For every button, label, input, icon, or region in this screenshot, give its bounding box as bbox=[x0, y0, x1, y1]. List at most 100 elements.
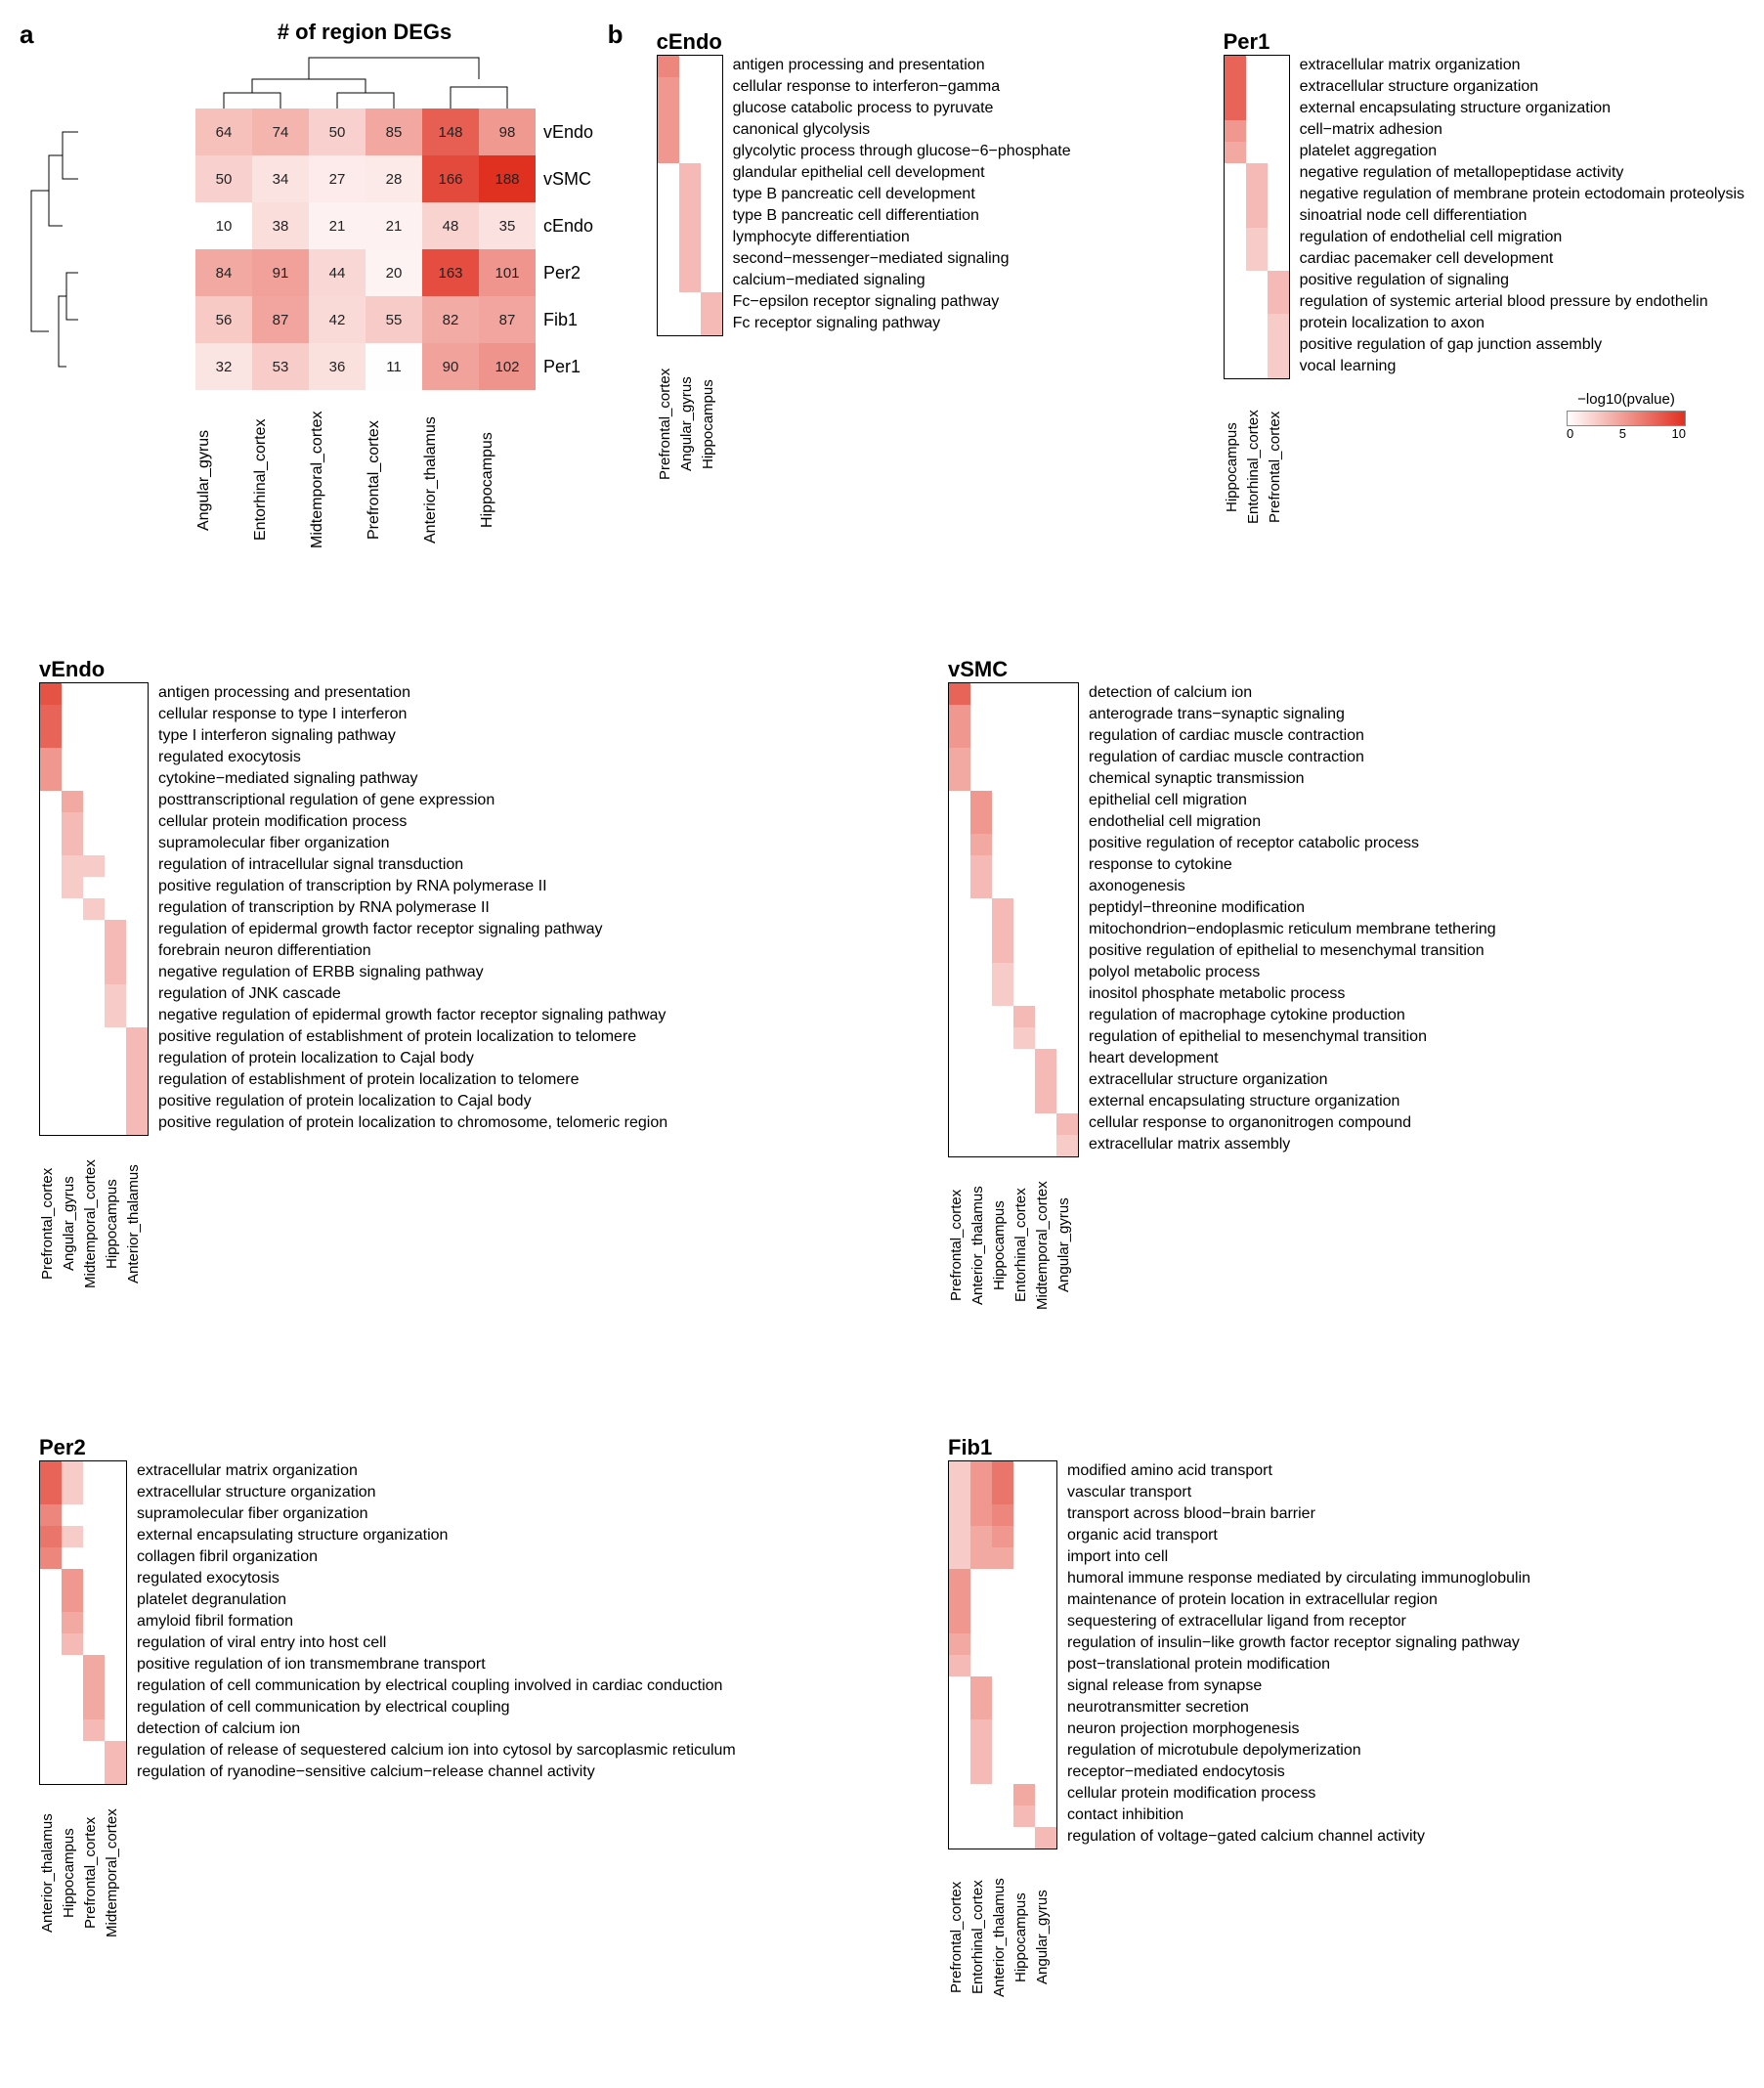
go-cell bbox=[40, 1092, 62, 1113]
go-cell bbox=[701, 56, 722, 77]
go-cell bbox=[970, 1784, 992, 1805]
go-cell bbox=[970, 1070, 992, 1092]
go-cell bbox=[62, 834, 83, 855]
go-cell bbox=[970, 963, 992, 984]
go-cell bbox=[970, 1547, 992, 1569]
go-cell bbox=[40, 1655, 62, 1676]
go-cell bbox=[679, 142, 701, 163]
go-cell bbox=[62, 683, 83, 705]
go-cell bbox=[970, 1719, 992, 1741]
deg-cell: 11 bbox=[366, 343, 422, 390]
go-cell bbox=[105, 1092, 126, 1113]
go-term-label: polyol metabolic process bbox=[1079, 962, 1496, 983]
go-cell bbox=[1035, 683, 1056, 705]
go-term-label: antigen processing and presentation bbox=[149, 682, 667, 704]
go-cell bbox=[949, 1633, 970, 1655]
go-cell bbox=[949, 898, 970, 920]
go-cell bbox=[970, 984, 992, 1006]
go-cell bbox=[62, 1092, 83, 1113]
go-cell bbox=[126, 941, 148, 963]
deg-cell: 74 bbox=[252, 109, 309, 155]
go-term-label: posttranscriptional regulation of gene e… bbox=[149, 790, 667, 811]
go-cell bbox=[62, 984, 83, 1006]
go-cell bbox=[1035, 984, 1056, 1006]
deg-cell: 44 bbox=[309, 249, 366, 296]
go-cell bbox=[992, 1784, 1013, 1805]
go-term-label: receptor−mediated endocytosis bbox=[1057, 1762, 1530, 1783]
go-cell bbox=[1056, 748, 1078, 769]
go-cell bbox=[701, 99, 722, 120]
go-cell bbox=[992, 941, 1013, 963]
go-cell bbox=[105, 898, 126, 920]
go-cell bbox=[970, 683, 992, 705]
deg-cell: 55 bbox=[366, 296, 422, 343]
go-term-label: vocal learning bbox=[1290, 356, 1744, 377]
go-cell bbox=[105, 941, 126, 963]
go-cell bbox=[83, 1113, 105, 1135]
go-term-label: cardiac pacemaker cell development bbox=[1290, 248, 1744, 270]
go-cell bbox=[83, 1547, 105, 1569]
go-cell bbox=[658, 56, 679, 77]
go-cell bbox=[1246, 292, 1268, 314]
go-cell bbox=[1225, 335, 1246, 357]
go-cell bbox=[970, 705, 992, 726]
go-term-label: glycolytic process through glucose−6−pho… bbox=[723, 141, 1071, 162]
go-term-label: regulation of transcription by RNA polym… bbox=[149, 897, 667, 919]
go-col-label: Entorhinal_cortex bbox=[969, 1849, 991, 2029]
go-cell bbox=[83, 898, 105, 920]
go-cell bbox=[1268, 335, 1289, 357]
go-heatmap bbox=[948, 1460, 1057, 1849]
go-cell bbox=[1268, 99, 1289, 120]
go-cell bbox=[105, 877, 126, 898]
go-cell bbox=[83, 1762, 105, 1784]
go-cell bbox=[83, 705, 105, 726]
go-term-label: signal release from synapse bbox=[1057, 1675, 1530, 1697]
go-cell bbox=[105, 1483, 126, 1504]
go-cell bbox=[40, 1633, 62, 1655]
go-cell bbox=[83, 1504, 105, 1526]
deg-cell: 148 bbox=[422, 109, 479, 155]
go-cell bbox=[40, 1741, 62, 1762]
go-cell bbox=[40, 791, 62, 812]
go-cell bbox=[1225, 357, 1246, 378]
go-cell bbox=[40, 1547, 62, 1569]
go-cell bbox=[992, 1676, 1013, 1698]
go-cell bbox=[679, 292, 701, 314]
go-term-label: external encapsulating structure organiz… bbox=[1079, 1091, 1496, 1112]
go-cell bbox=[1013, 1719, 1035, 1741]
go-cell bbox=[1056, 984, 1078, 1006]
go-cell bbox=[992, 1027, 1013, 1049]
go-cell bbox=[126, 1049, 148, 1070]
go-cell bbox=[949, 1805, 970, 1827]
go-cell bbox=[105, 1676, 126, 1698]
go-cell bbox=[970, 1504, 992, 1526]
go-cell bbox=[658, 77, 679, 99]
go-cell bbox=[105, 748, 126, 769]
go-cell bbox=[83, 1049, 105, 1070]
go-cell bbox=[1268, 56, 1289, 77]
go-cell bbox=[1056, 834, 1078, 855]
go-cell bbox=[1035, 877, 1056, 898]
go-cell bbox=[1035, 726, 1056, 748]
go-term-label: neuron projection morphogenesis bbox=[1057, 1718, 1530, 1740]
go-cell bbox=[1246, 314, 1268, 335]
go-term-label: maintenance of protein location in extra… bbox=[1057, 1589, 1530, 1611]
go-cell bbox=[1246, 120, 1268, 142]
go-cell bbox=[992, 1070, 1013, 1092]
go-cell bbox=[679, 163, 701, 185]
go-cell bbox=[701, 228, 722, 249]
go-cell bbox=[1056, 1070, 1078, 1092]
go-cell bbox=[658, 120, 679, 142]
go-col-label: Angular_gyrus bbox=[1055, 1157, 1077, 1337]
go-cell bbox=[40, 1762, 62, 1784]
go-cell bbox=[992, 1655, 1013, 1676]
go-term-label: endothelial cell migration bbox=[1079, 811, 1496, 833]
go-cell bbox=[105, 1461, 126, 1483]
go-cell bbox=[40, 834, 62, 855]
go-cell bbox=[970, 791, 992, 812]
go-cell bbox=[1056, 1006, 1078, 1027]
deg-cell: 90 bbox=[422, 343, 479, 390]
go-cell bbox=[970, 769, 992, 791]
go-term-label: second−messenger−mediated signaling bbox=[723, 248, 1071, 270]
go-term-label: post−translational protein modification bbox=[1057, 1654, 1530, 1675]
